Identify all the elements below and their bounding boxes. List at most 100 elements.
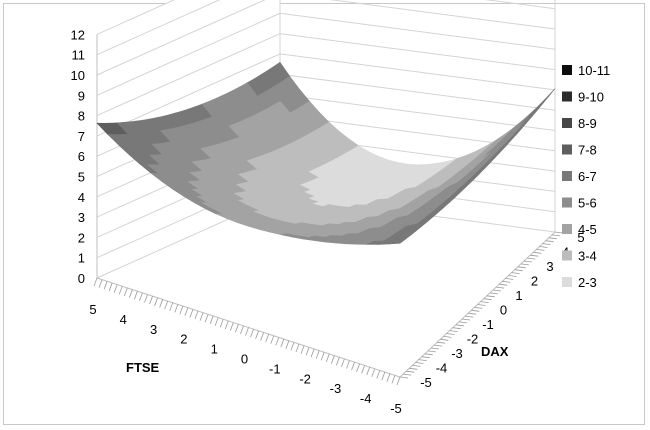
y-tick-label: -3 [451, 346, 463, 361]
x-tick-mark [214, 317, 219, 326]
legend-label: 10-11 [578, 63, 610, 78]
x-tick-label: -5 [390, 401, 402, 416]
legend-label: 3-4 [578, 249, 597, 264]
y-tick-mark [430, 347, 440, 350]
y-axis-ticks: -5-4-3-2-1012345 [399, 230, 585, 390]
y-axis-title: DAX [481, 344, 509, 359]
x-tick-mark [315, 350, 320, 359]
y-tick-mark [514, 269, 523, 272]
x-tick-mark [295, 343, 300, 353]
legend-label: 8-9 [578, 116, 597, 131]
legend-label: 2-3 [578, 275, 597, 290]
y-tick-mark [499, 283, 508, 286]
y-tick-label: -4 [436, 361, 448, 376]
z-gridline [96, 0, 556, 76]
legend-swatch [562, 91, 572, 102]
x-tick-mark [113, 284, 118, 293]
x-tick-label: -1 [269, 361, 281, 376]
x-tick-mark [118, 286, 123, 295]
legend-label: 4-5 [578, 222, 597, 237]
x-tick-mark [154, 297, 158, 306]
y-tick-mark [508, 275, 517, 277]
y-tick-mark [418, 359, 427, 361]
y-tick-mark [474, 307, 483, 309]
x-tick-mark [229, 322, 234, 331]
x-tick-mark [164, 300, 169, 310]
legend-swatch [562, 224, 572, 234]
x-tick-mark [149, 296, 153, 305]
x-tick-mark [391, 375, 396, 384]
x-tick-mark [250, 329, 254, 338]
y-tick-mark [449, 330, 458, 332]
x-tick-mark [310, 348, 315, 358]
x-tick-label: -3 [330, 381, 342, 396]
y-tick-mark [545, 240, 554, 243]
x-tick-mark [159, 299, 164, 308]
legend-swatch [562, 171, 572, 181]
y-tick-mark [465, 315, 474, 318]
y-tick-mark [468, 312, 477, 315]
y-tick-mark [409, 367, 418, 370]
x-tick-mark [144, 294, 148, 303]
x-tick-mark [320, 352, 325, 361]
y-tick-label: -1 [482, 317, 494, 332]
z-tick-label: 1 [78, 251, 85, 266]
z-gridline [96, 0, 175, 35]
legend-label: 7-8 [578, 143, 597, 158]
y-tick-mark [511, 272, 520, 274]
y-tick-mark [427, 350, 436, 353]
x-tick-mark [300, 345, 305, 354]
legend-swatch [562, 144, 572, 155]
x-tick-mark [93, 277, 98, 287]
y-tick-mark [446, 333, 455, 335]
y-tick-mark [530, 254, 539, 257]
y-tick-mark [505, 278, 514, 280]
x-tick-mark [280, 338, 285, 348]
y-tick-mark [542, 243, 551, 245]
y-tick-mark [548, 237, 557, 240]
y-tick-mark [489, 292, 498, 295]
legend-swatch [562, 197, 572, 208]
x-tick-label: 5 [89, 302, 96, 317]
x-tick-mark [204, 314, 209, 323]
y-tick-mark [461, 318, 471, 321]
x-tick-mark [330, 355, 335, 364]
y-tick-label: -2 [467, 332, 479, 347]
x-tick-mark [305, 347, 310, 356]
z-tick-label: 0 [78, 271, 85, 286]
y-tick-mark [471, 309, 480, 312]
legend-swatch [562, 65, 572, 75]
y-tick-mark [533, 251, 542, 254]
x-tick-mark [169, 302, 174, 311]
y-tick-mark [455, 324, 464, 327]
y-tick-mark [421, 356, 430, 359]
y-tick-mark [415, 362, 424, 364]
y-tick-mark [539, 246, 548, 248]
x-tick-mark [240, 325, 244, 334]
x-tick-mark [184, 307, 189, 316]
x-tick-mark [260, 332, 265, 341]
x-tick-mark [361, 365, 366, 374]
y-tick-mark [486, 295, 495, 298]
x-axis-title: FTSE [126, 360, 160, 375]
z-tick-label: 11 [72, 48, 86, 63]
y-tick-label: 1 [515, 288, 522, 303]
z-tick-label: 3 [78, 210, 85, 225]
legend-swatch [562, 250, 572, 261]
legend-label: 5-6 [578, 196, 597, 211]
z-gridline [96, 0, 556, 56]
surface-patch [388, 238, 407, 245]
x-tick-mark [235, 324, 239, 333]
x-tick-mark [381, 371, 386, 381]
x-tick-mark [179, 305, 184, 315]
z-tick-label: 9 [78, 88, 85, 103]
x-axis-ticks: 5 4 3 2 1 0 -1 -2 -3 -4 -5 [89, 277, 402, 416]
legend-label: 6-7 [578, 169, 597, 184]
x-tick-mark [255, 330, 259, 339]
y-tick-mark [483, 298, 492, 301]
x-tick-mark [123, 287, 128, 297]
x-tick-mark [224, 320, 229, 330]
x-tick-mark [98, 279, 103, 288]
x-tick-label: -2 [299, 371, 311, 386]
